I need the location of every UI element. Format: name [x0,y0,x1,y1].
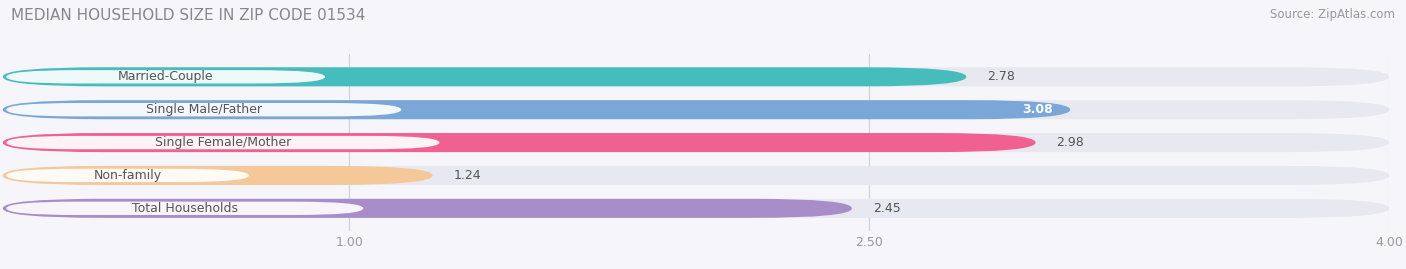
Text: Single Male/Father: Single Male/Father [146,103,262,116]
FancyBboxPatch shape [6,202,363,215]
FancyBboxPatch shape [6,136,440,149]
FancyBboxPatch shape [3,133,1389,152]
FancyBboxPatch shape [3,100,1070,119]
FancyBboxPatch shape [3,166,433,185]
Text: 1.24: 1.24 [453,169,481,182]
Text: Non-family: Non-family [94,169,162,182]
FancyBboxPatch shape [3,100,1389,119]
Text: MEDIAN HOUSEHOLD SIZE IN ZIP CODE 01534: MEDIAN HOUSEHOLD SIZE IN ZIP CODE 01534 [11,8,366,23]
FancyBboxPatch shape [3,166,1389,185]
Text: Single Female/Mother: Single Female/Mother [155,136,291,149]
Text: Source: ZipAtlas.com: Source: ZipAtlas.com [1270,8,1395,21]
Text: 3.08: 3.08 [1022,103,1053,116]
Text: Total Households: Total Households [132,202,238,215]
Text: Married-Couple: Married-Couple [118,70,214,83]
Text: 2.78: 2.78 [987,70,1015,83]
FancyBboxPatch shape [6,169,249,182]
FancyBboxPatch shape [3,133,1036,152]
FancyBboxPatch shape [3,67,966,86]
FancyBboxPatch shape [6,103,401,116]
FancyBboxPatch shape [3,199,1389,218]
FancyBboxPatch shape [3,199,852,218]
Text: 2.98: 2.98 [1056,136,1084,149]
FancyBboxPatch shape [3,67,1389,86]
FancyBboxPatch shape [6,70,325,83]
Text: 2.45: 2.45 [873,202,900,215]
